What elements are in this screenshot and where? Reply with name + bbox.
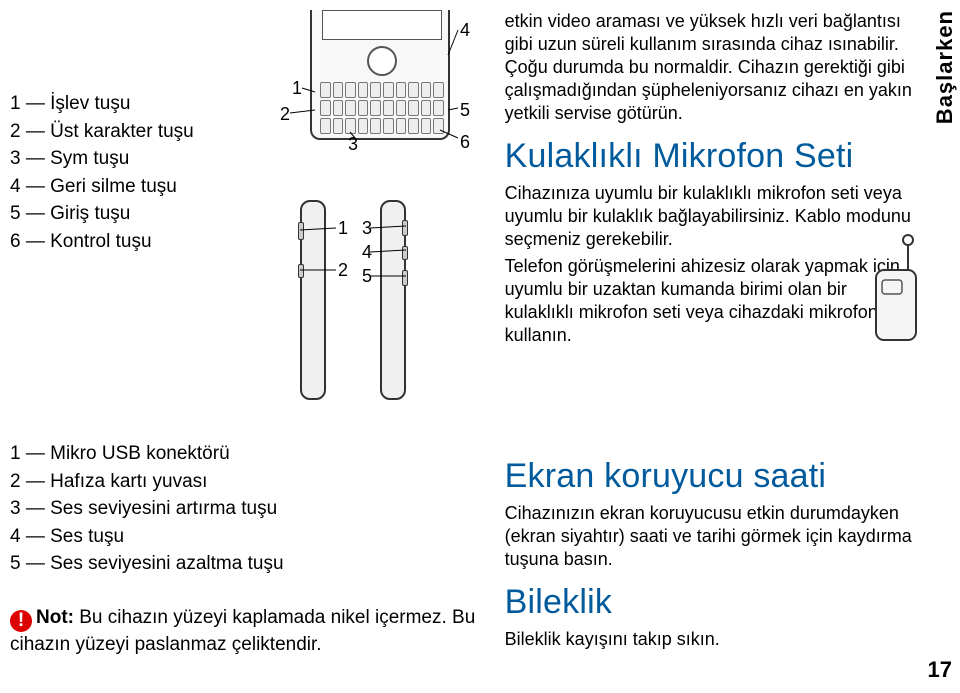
key-item: 6 — Kontrol tuşu <box>10 228 194 256</box>
section-tab: Başlarken <box>932 10 958 124</box>
right-column: etkin video araması ve yüksek hızlı veri… <box>485 10 920 683</box>
connector-item: 5 — Ses seviyesini azaltma tuşu <box>10 550 284 578</box>
diagram-keypad: 1 2 3 4 5 6 <box>270 10 470 210</box>
key-item: 2 — Üst karakter tuşu <box>10 118 194 146</box>
heading-headset: Kulaklıklı Mikrofon Seti <box>505 137 920 176</box>
wriststrap-paragraph: Bileklik kayışını takıp sıkın. <box>505 628 920 651</box>
headset-jack-icon <box>870 230 930 350</box>
connector-legend: 1 — Mikro USB konektörü 2 — Hafıza kartı… <box>10 440 284 578</box>
key-item: 5 — Giriş tuşu <box>10 200 194 228</box>
heading-wriststrap: Bileklik <box>505 583 920 622</box>
connector-item: 2 — Hafıza kartı yuvası <box>10 468 284 496</box>
leader-lines-icon <box>270 200 450 410</box>
note-label: Not: <box>36 607 74 628</box>
headset-paragraph-2: Telefon görüşmelerini ahizesiz olarak ya… <box>505 255 920 347</box>
manual-page: 1 — İşlev tuşu 2 — Üst karakter tuşu 3 —… <box>0 0 960 693</box>
note-block: !Not: Bu cihazın yüzeyi kaplamada nikel … <box>10 605 480 658</box>
heading-screensaver: Ekran koruyucu saati <box>505 457 920 496</box>
key-item: 1 — İşlev tuşu <box>10 90 194 118</box>
key-legend: 1 — İşlev tuşu 2 — Üst karakter tuşu 3 —… <box>10 90 194 255</box>
screensaver-paragraph: Cihazınızın ekran koruyucusu etkin durum… <box>505 502 920 571</box>
connector-item: 4 — Ses tuşu <box>10 523 284 551</box>
leader-lines-icon <box>270 10 470 160</box>
note-text: Bu cihazın yüzeyi kaplamada nikel içerme… <box>10 607 475 655</box>
headset-paragraph-1: Cihazınıza uyumlu bir kulaklıklı mikrofo… <box>505 182 920 251</box>
diagram-side-views: 1 2 3 4 5 <box>270 200 490 430</box>
key-item: 4 — Geri silme tuşu <box>10 173 194 201</box>
page-number: 17 <box>928 657 952 683</box>
warning-icon: ! <box>10 610 32 632</box>
connector-item: 1 — Mikro USB konektörü <box>10 440 284 468</box>
connector-item: 3 — Ses seviyesini artırma tuşu <box>10 495 284 523</box>
left-column: 1 — İşlev tuşu 2 — Üst karakter tuşu 3 —… <box>10 10 485 683</box>
intro-paragraph: etkin video araması ve yüksek hızlı veri… <box>505 10 920 125</box>
key-item: 3 — Sym tuşu <box>10 145 194 173</box>
